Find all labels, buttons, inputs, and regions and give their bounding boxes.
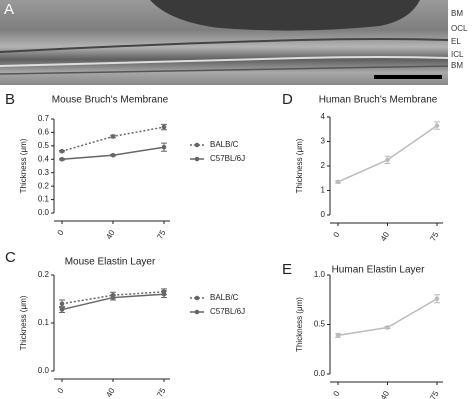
- y-tick-label: 0.2: [38, 270, 50, 279]
- marker: [335, 333, 341, 338]
- layer-label: OCL: [451, 24, 468, 33]
- layer-label: ICL: [451, 50, 464, 59]
- y-tick-label: 0.0: [38, 208, 50, 217]
- x-tick-label: 40: [379, 389, 392, 399]
- y-axis-label: Thickness (μm): [19, 295, 28, 350]
- layer-label: BM: [451, 61, 463, 70]
- marker: [161, 291, 167, 297]
- marker: [59, 301, 65, 307]
- x-tick-label: 75: [428, 230, 441, 243]
- y-tick-label: 0.4: [38, 154, 50, 163]
- y-axis-label: Thickness (μm): [19, 138, 28, 193]
- chart-title: Mouse Bruch's Membrane: [52, 95, 169, 106]
- y-tick-label: 1: [321, 186, 326, 195]
- panel-letter: D: [282, 91, 293, 108]
- chart-title: Human Bruch's Membrane: [319, 95, 438, 106]
- y-tick-label: 0.5: [314, 320, 326, 329]
- panel-letter: E: [282, 261, 292, 278]
- y-tick-label: 0.2: [38, 181, 50, 190]
- series-line: [337, 298, 438, 337]
- y-tick-label: 0.0: [314, 369, 326, 378]
- x-tick-label: 40: [104, 228, 117, 241]
- x-tick-label: 75: [428, 389, 441, 399]
- legend-marker: [194, 156, 200, 162]
- legend-label: BALB/C: [210, 140, 239, 149]
- layer-label: BM: [451, 9, 463, 18]
- membrane: [0, 56, 449, 67]
- series-line: [337, 124, 438, 183]
- scale-bar: [374, 75, 442, 79]
- marker: [110, 152, 116, 158]
- x-tick-label: 0: [56, 228, 66, 237]
- panel-letter: C: [5, 249, 16, 266]
- y-tick-label: 3: [321, 137, 326, 146]
- y-tick-label: 0.6: [38, 128, 50, 137]
- y-tick-label: 0.5: [38, 141, 50, 150]
- layer-label: EL: [451, 37, 461, 46]
- legend-label: C57BL/6J: [210, 154, 245, 163]
- legend-marker: [194, 295, 200, 301]
- x-tick-label: 75: [155, 228, 168, 241]
- marker: [161, 124, 167, 130]
- x-tick-label: 40: [379, 230, 392, 243]
- membrane: [0, 65, 449, 75]
- marker: [59, 307, 65, 312]
- marker: [335, 179, 341, 185]
- y-tick-label: 0: [321, 210, 326, 219]
- marker: [161, 144, 167, 150]
- y-tick-label: 0.3: [38, 168, 50, 177]
- y-tick-label: 0.0: [38, 366, 50, 375]
- legend-label: C57BL/6J: [210, 307, 245, 316]
- series-line: [61, 126, 165, 152]
- marker: [110, 134, 116, 139]
- marker: [385, 157, 390, 163]
- legend-marker: [194, 142, 200, 148]
- x-tick-label: 0: [332, 389, 342, 398]
- nucleus: [150, 0, 420, 31]
- marker: [385, 325, 390, 330]
- y-tick-label: 0.1: [38, 195, 50, 204]
- marker: [59, 148, 65, 154]
- chart-title: Mouse Elastin Layer: [65, 257, 156, 268]
- membrane: [0, 38, 449, 53]
- chart-title: Human Elastin Layer: [332, 265, 425, 276]
- y-tick-label: 4: [321, 112, 326, 121]
- x-tick-label: 0: [56, 386, 66, 395]
- marker: [59, 156, 65, 162]
- y-tick-label: 2: [321, 161, 326, 170]
- y-axis-label: Thickness (μm): [295, 297, 304, 352]
- x-tick-label: 0: [332, 230, 342, 239]
- y-tick-label: 0.7: [38, 114, 50, 123]
- legend-marker: [194, 309, 200, 315]
- marker: [434, 123, 440, 128]
- x-tick-label: 75: [155, 386, 168, 399]
- legend-label: BALB/C: [210, 293, 239, 302]
- marker: [110, 295, 116, 300]
- panel-letter: B: [5, 91, 15, 108]
- series-line: [61, 291, 165, 305]
- y-tick-label: 1.0: [314, 270, 326, 279]
- y-tick-label: 0.1: [38, 318, 50, 327]
- marker: [434, 296, 440, 302]
- y-axis-label: Thickness (μm): [295, 138, 304, 193]
- panel-letter: A: [4, 1, 14, 18]
- micrograph: A BM OCL EL ICL BM: [0, 0, 468, 85]
- x-tick-label: 40: [104, 386, 117, 399]
